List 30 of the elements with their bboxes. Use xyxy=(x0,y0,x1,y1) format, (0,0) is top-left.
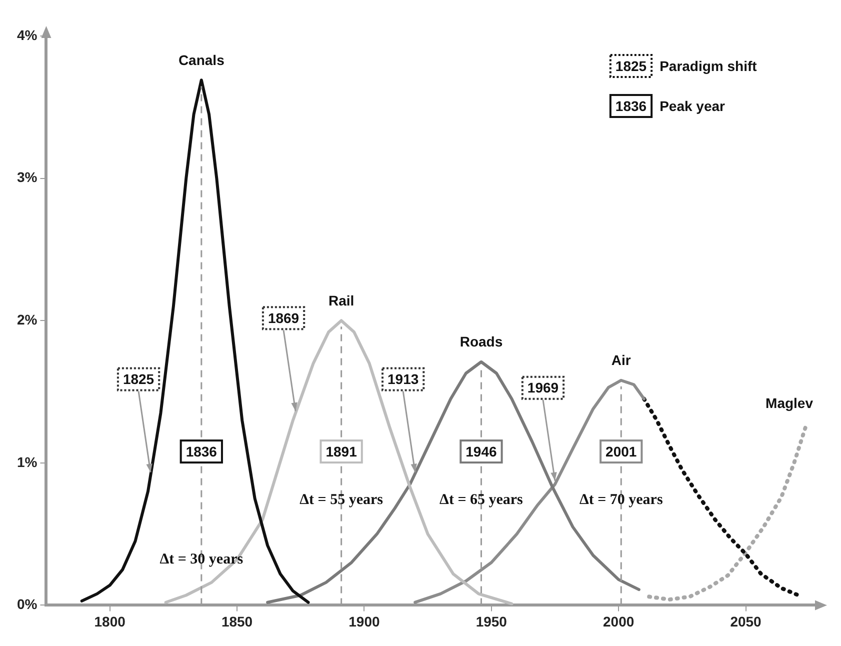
annotation: 1836 Peak year xyxy=(615,98,726,114)
x-tick-label: 2050 xyxy=(730,613,762,630)
annotation: Δt = 30 years xyxy=(160,552,244,568)
x-tick-label: 1800 xyxy=(94,613,126,630)
ref-line-label: 1891 xyxy=(326,443,358,460)
series-label: Maglev xyxy=(766,394,814,411)
annotation: Δt = 65 years xyxy=(440,492,524,508)
annotation: 1913 xyxy=(388,371,419,388)
y-tick-label: 2% xyxy=(17,311,38,328)
x-tick-label: 1850 xyxy=(221,613,253,630)
annotation: 1825 xyxy=(122,371,154,388)
x-tick-label: 1950 xyxy=(476,613,508,630)
y-tick-label: 4% xyxy=(17,26,38,43)
series-label: Roads xyxy=(460,334,503,350)
annotation: 1825 Paradigm shift xyxy=(615,58,758,74)
annotation: 1969 xyxy=(527,380,559,396)
ref-line-label: 1836 xyxy=(186,443,218,460)
y-tick-label: 3% xyxy=(17,169,38,186)
x-tick-label: 2000 xyxy=(603,613,634,630)
series-label: Rail xyxy=(328,292,354,308)
y-tick-label: 0% xyxy=(17,596,38,612)
ref-line-label: 1946 xyxy=(466,443,497,460)
series-label: Canals xyxy=(178,52,225,68)
annotation: Δt = 70 years xyxy=(579,492,663,508)
x-tick-label: 1900 xyxy=(348,613,380,630)
annotation: 1869 xyxy=(268,310,300,326)
ref-line-label: 2001 xyxy=(606,443,637,460)
y-tick-label: 1% xyxy=(17,454,38,470)
series-label: Air xyxy=(611,352,632,368)
annotation: Δt = 55 years xyxy=(300,492,384,508)
